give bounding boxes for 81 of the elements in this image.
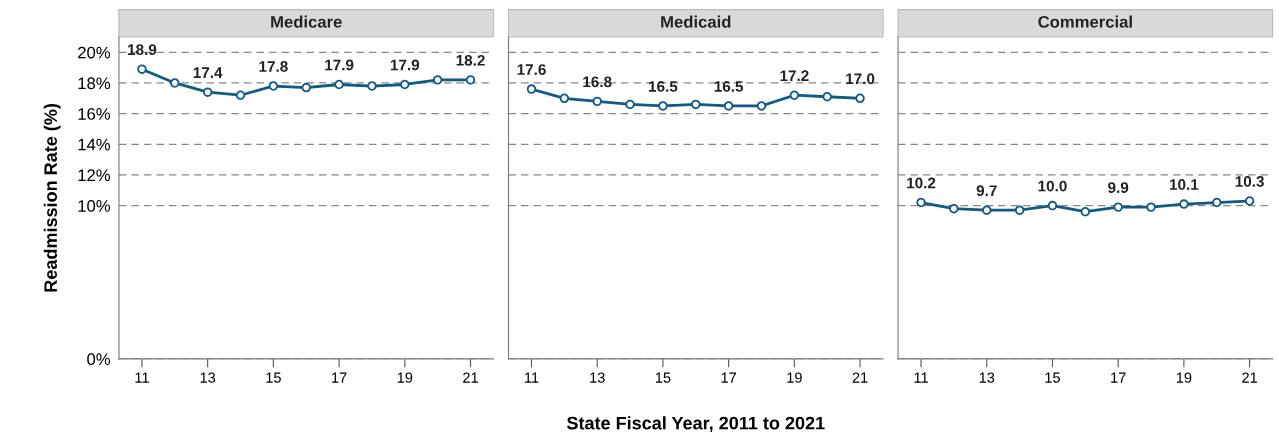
data-label: 10.2 [907,177,936,189]
x-tick-label: 21 [1242,372,1258,383]
x-tick-label: 13 [200,372,216,383]
point [334,79,344,90]
point [1113,202,1123,212]
point [301,82,311,93]
data-label: 17.9 [325,59,354,71]
point [1212,197,1222,208]
data-label: 17.0 [846,73,875,85]
chart-title: Medicaid [661,15,731,28]
point [268,81,279,91]
point [592,96,602,107]
data-label: 17.9 [390,59,420,71]
x-tick-label: 17 [332,372,347,383]
point [691,99,701,110]
point [559,93,570,104]
data-label: 17.6 [517,64,546,75]
x-tick-label: 21 [463,372,478,383]
data-label: 10.3 [1235,176,1264,187]
point [1014,205,1025,215]
y-tick-label: 14% [78,138,111,151]
point [723,101,734,111]
point [170,78,180,88]
point [400,79,410,90]
data-label: 9.9 [1108,182,1129,193]
data-label: 10.1 [1169,179,1199,190]
point [916,197,926,208]
point [855,93,865,104]
y-tick-label: 20% [78,46,111,59]
y-tick-label: 10% [78,199,111,212]
data-label: 9.7 [976,185,997,197]
point [756,101,767,111]
y-tick-label: 0% [87,353,111,366]
data-label: 10.0 [1038,180,1067,192]
data-label: 18.9 [128,44,157,56]
x-tick-label: 13 [979,372,995,383]
x-tick-label: 11 [914,372,928,383]
point [1179,199,1189,209]
x-tick-label: 15 [266,372,281,383]
x-tick-label: 19 [1176,372,1192,383]
data-label: 16.5 [649,81,678,92]
y-tick-label: 18% [78,77,111,90]
point [1146,202,1156,212]
x-tick-label: 21 [852,372,868,383]
x-tick-label: 19 [397,372,413,383]
y-axis-title: Readmission Rate (%) [43,104,61,292]
point [949,203,959,214]
point [526,84,537,94]
point [432,75,443,85]
data-label: 16.8 [583,76,612,88]
x-tick-label: 11 [135,372,149,383]
x-tick-label: 19 [787,372,802,383]
data-label: 17.4 [193,67,223,78]
x-tick-label: 17 [1111,372,1126,383]
point [982,205,992,215]
point [235,90,246,100]
data-label: 17.8 [259,61,288,72]
data-label: 16.5 [714,81,744,92]
data-label: 17.2 [780,70,809,81]
point [789,90,800,100]
x-axis-title: State Fiscal Year, 2011 to 2021 [566,416,825,433]
point [465,75,476,85]
x-tick-label: 17 [721,372,737,383]
data-label: 18.2 [456,54,485,66]
point [822,92,832,102]
point [137,64,147,74]
chart-title: Medicare [271,15,342,28]
y-tick-label: 16% [78,108,111,120]
chart-title: Commercial [1038,15,1132,28]
point [1047,200,1058,211]
point [625,99,635,110]
point [367,81,377,91]
x-tick-label: 11 [525,372,539,383]
y-tick-label: 12% [78,169,111,182]
x-tick-label: 15 [655,372,671,383]
point [1080,206,1091,217]
point [202,87,213,97]
point [658,101,668,111]
point [1244,196,1255,206]
x-tick-label: 15 [1045,372,1060,383]
x-tick-label: 13 [590,372,605,383]
